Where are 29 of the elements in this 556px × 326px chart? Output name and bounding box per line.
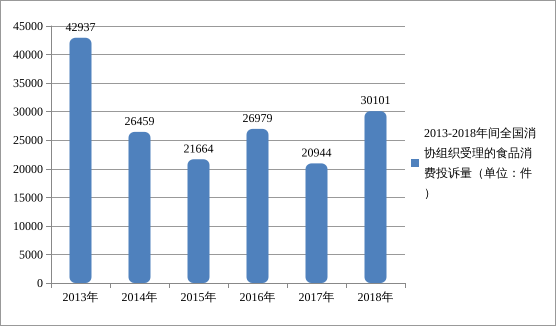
data-label: 42937: [66, 20, 96, 34]
x-tick-label: 2015年: [180, 290, 216, 304]
x-tick-label: 2016年: [240, 290, 276, 304]
y-tick-label: 25000: [13, 133, 43, 148]
y-tick-label: 5000: [19, 247, 43, 262]
data-label: 20944: [302, 145, 332, 160]
x-tick-label: 2014年: [122, 290, 158, 304]
data-label: 21664: [184, 141, 214, 156]
legend-label: 2013-2018年间全国消协组织受理的食品消费投诉量（单位：件）: [424, 126, 536, 200]
y-tick-label: 30000: [13, 104, 43, 119]
y-tick-label: 40000: [13, 48, 43, 62]
x-tick-label: 2013年: [62, 290, 98, 304]
y-tick-label: 10000: [13, 218, 43, 233]
data-label: 26459: [124, 114, 154, 128]
bar: [364, 111, 386, 283]
bar: [128, 132, 150, 283]
bar: [188, 159, 210, 283]
y-tick-label: 45000: [13, 19, 43, 33]
y-tick-label: 0: [37, 276, 43, 290]
data-label: 26979: [242, 110, 272, 125]
bar: [306, 163, 328, 283]
data-label: 30101: [360, 93, 390, 108]
y-tick-label: 20000: [13, 162, 43, 176]
bar: [246, 128, 268, 283]
x-tick-label: 2018年: [358, 290, 394, 304]
bar: [70, 38, 92, 283]
y-tick-label: 35000: [13, 76, 43, 90]
y-tick-label: 15000: [13, 190, 43, 204]
x-tick-label: 2017年: [298, 290, 334, 304]
